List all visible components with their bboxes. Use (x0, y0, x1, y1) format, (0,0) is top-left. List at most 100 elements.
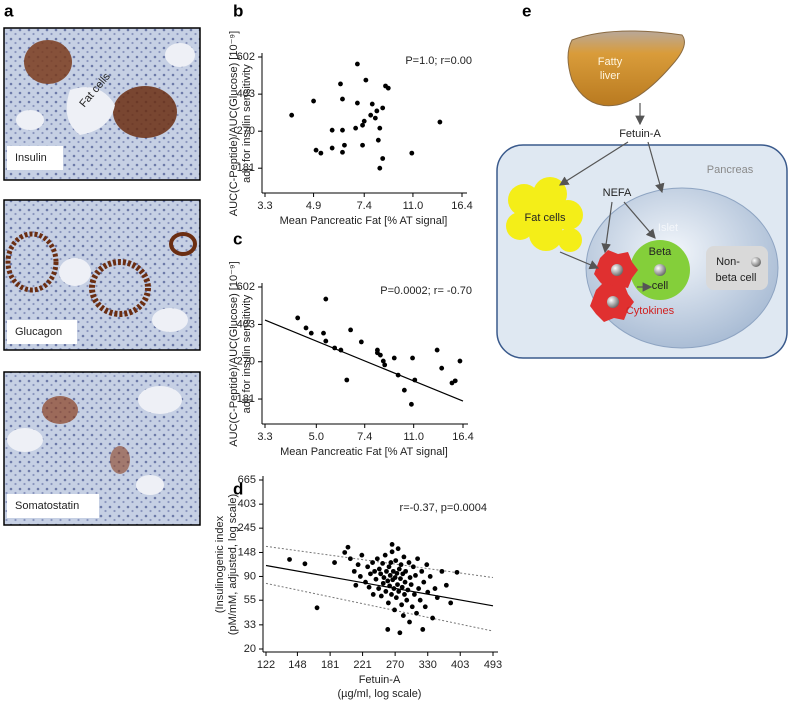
data-point (430, 615, 436, 621)
y-axis-label: AUC(C-Peptide)/AUC(Glucose) [10⁻⁹] (228, 261, 240, 446)
data-point (313, 147, 319, 153)
data-point (381, 575, 387, 580)
data-point (372, 115, 378, 121)
data-point (382, 552, 388, 558)
data-point (396, 589, 402, 594)
data-point (295, 315, 301, 321)
x-axis-label: Fetuin-A (359, 674, 401, 686)
data-point (353, 582, 359, 588)
beta-label: Beta (649, 246, 673, 258)
data-point (373, 576, 379, 582)
data-point (399, 602, 405, 608)
image-label: Glucagon (15, 326, 62, 338)
beta-label: cell (652, 280, 669, 292)
data-point (404, 597, 410, 603)
y-tick-label: 20 (244, 643, 256, 655)
data-point (323, 338, 329, 344)
x-tick-label: 5.0 (309, 431, 324, 443)
y-tick-label: 403 (238, 498, 256, 510)
confidence-band (265, 582, 494, 632)
data-point (434, 595, 440, 601)
data-point (410, 355, 415, 361)
data-point (376, 566, 382, 572)
y-tick-label: 33 (244, 619, 256, 631)
data-point (378, 593, 384, 599)
data-point (353, 125, 359, 131)
liver-label: Fatty (598, 56, 623, 68)
x-tick-label: 4.9 (306, 200, 321, 212)
data-point (377, 352, 383, 358)
data-point (437, 119, 443, 125)
y-tick-label: 403 (237, 88, 255, 100)
data-point (449, 380, 455, 386)
data-point (385, 578, 391, 584)
y-axis-label: adj. for insulin sensitivity (241, 64, 253, 183)
protein-label: Fetuin-A (619, 128, 661, 140)
data-point (380, 580, 386, 586)
data-point (340, 149, 345, 155)
non-beta-cell (706, 246, 768, 290)
data-point (388, 560, 394, 565)
y-tick-label: 245 (238, 522, 256, 534)
panel-letter: e (522, 1, 531, 20)
y-tick-label: 90 (244, 570, 256, 582)
data-point (289, 112, 295, 118)
data-point (372, 568, 378, 574)
data-point (407, 575, 413, 580)
data-point (393, 595, 399, 601)
data-point (407, 619, 412, 625)
data-point (380, 105, 386, 111)
data-point (338, 81, 343, 87)
data-point (378, 571, 384, 577)
data-point (395, 372, 401, 378)
data-point (380, 560, 386, 566)
data-point (355, 562, 361, 568)
data-point (409, 401, 414, 407)
x-tick-label: 7.4 (357, 200, 372, 212)
y-tick-label: 148 (238, 546, 256, 558)
x-axis-label: (µg/ml, log scale) (338, 688, 422, 700)
data-point (380, 156, 386, 161)
data-point (417, 597, 423, 603)
data-point (427, 574, 433, 579)
y-axis-label: (Insulinogenic index (214, 515, 226, 613)
data-point (377, 165, 383, 171)
data-point (302, 561, 308, 567)
data-point (338, 347, 344, 353)
liver-label: liver (600, 70, 621, 82)
x-tick-label: 330 (419, 659, 437, 671)
x-tick-label: 148 (288, 659, 306, 671)
data-point (366, 584, 372, 590)
y-tick-label: 181 (237, 393, 255, 405)
data-point (354, 61, 360, 67)
data-point (360, 142, 365, 148)
data-point (340, 127, 345, 133)
data-point (392, 607, 397, 613)
y-tick-label: 270 (237, 125, 255, 137)
data-point (387, 583, 393, 589)
data-point (348, 327, 353, 333)
x-tick-label: 122 (257, 659, 275, 671)
data-point (318, 150, 324, 156)
data-point (374, 556, 380, 562)
fat-label: Fat cells (525, 212, 566, 224)
data-point (345, 544, 351, 550)
arrows (558, 141, 665, 292)
data-point (410, 564, 416, 570)
y-tick-label: 403 (237, 318, 255, 330)
image-label: Insulin (15, 152, 47, 164)
annotation: r=-0.37, p=0.0004 (400, 502, 487, 514)
data-point (395, 546, 401, 552)
data-point (385, 600, 391, 606)
data-point (370, 560, 375, 565)
data-point (351, 568, 357, 574)
data-point (391, 355, 397, 361)
data-point (443, 582, 449, 588)
data-point (389, 592, 394, 597)
data-point (422, 604, 428, 610)
x-tick-label: 3.3 (257, 431, 272, 443)
panel-letter: c (233, 229, 242, 248)
data-point (311, 98, 316, 104)
y-tick-label: 181 (237, 162, 255, 174)
data-point (401, 387, 407, 393)
